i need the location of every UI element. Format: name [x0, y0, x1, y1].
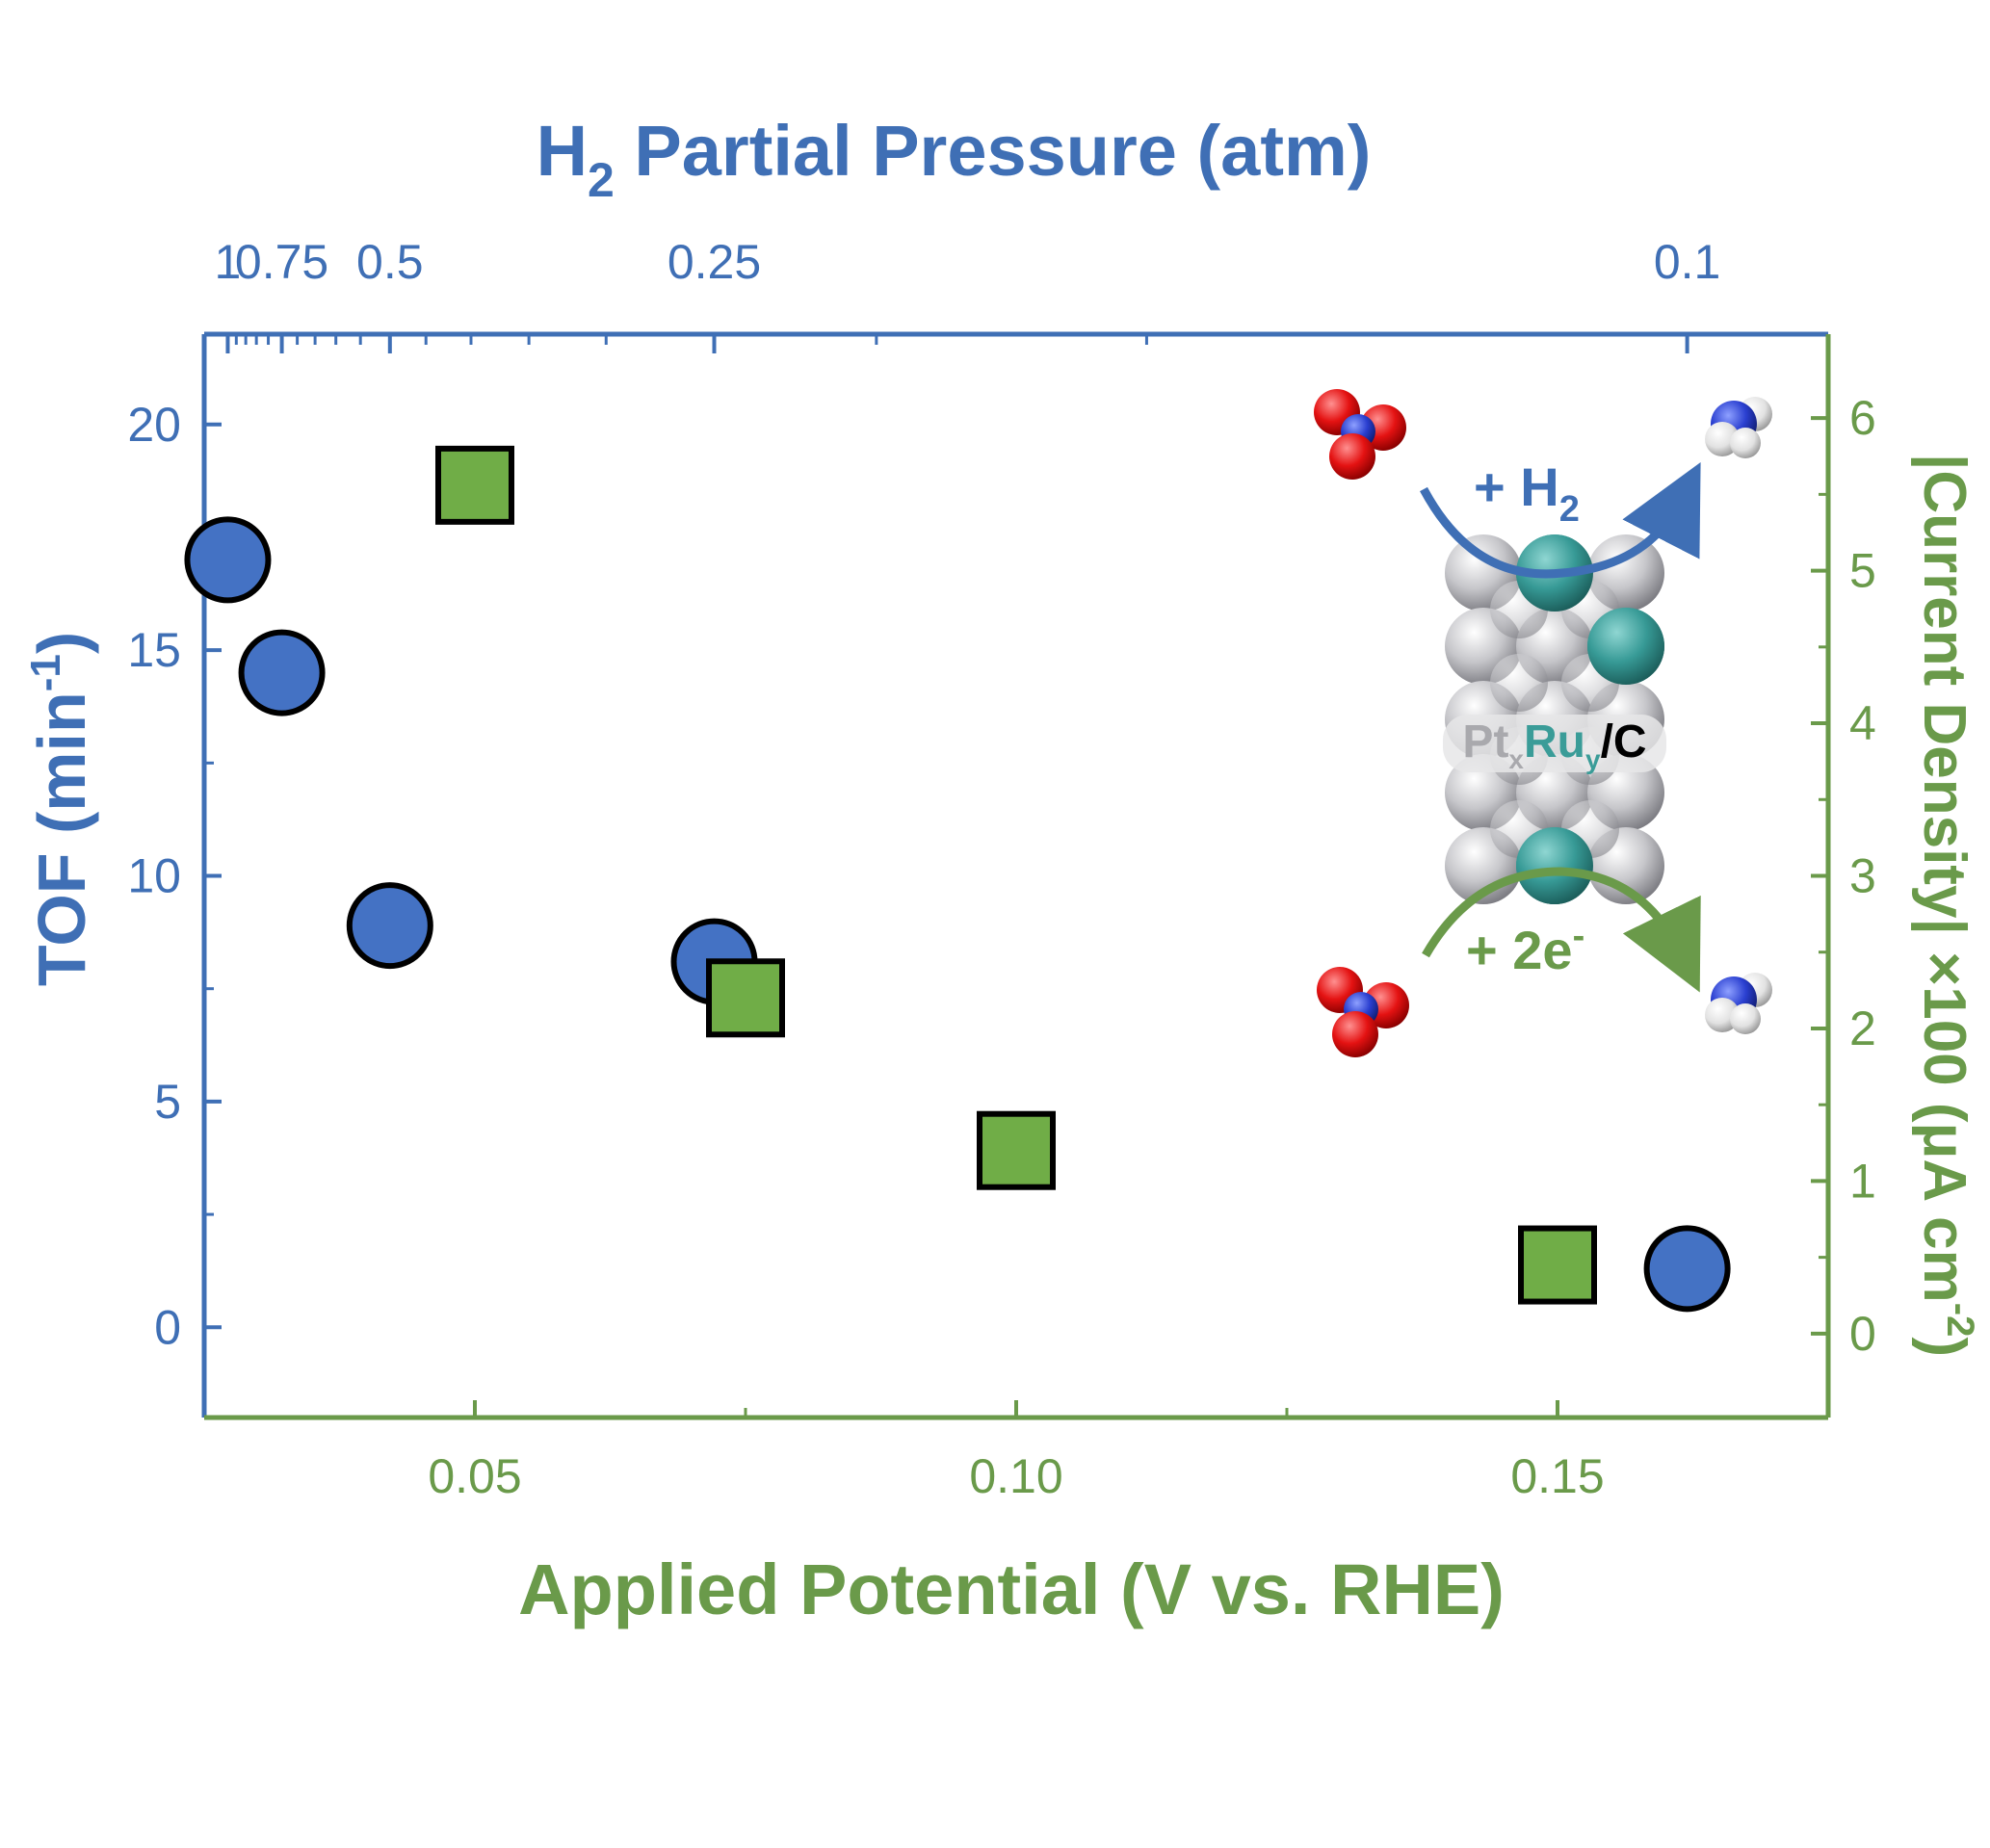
catalyst-label-ru-sub: y	[1585, 744, 1601, 774]
bottom-reaction-label-main: + 2e	[1466, 920, 1573, 980]
right-tick-label: 0	[1849, 1307, 1876, 1361]
current-density-data-point	[1518, 1225, 1597, 1305]
left-tick-label: 10	[127, 849, 181, 903]
left-tick-label: 0	[154, 1300, 181, 1354]
bottom-tick-label: 0.05	[428, 1449, 521, 1503]
top-reaction-label: + H2	[1474, 456, 1580, 530]
catalyst-label-pt-sub: x	[1508, 744, 1524, 774]
tof-data-point	[238, 629, 326, 716]
current-density-data-point	[706, 958, 785, 1038]
ru-atom	[1516, 827, 1593, 904]
top-tick-label: 0.75	[235, 235, 328, 289]
pt-atom	[1490, 654, 1548, 712]
right-axis-title-main: |Current Density| ×100 (μA cm	[1910, 454, 1977, 1303]
catalyst-label-c: /C	[1601, 716, 1647, 768]
top-tick-label: 0.5	[356, 235, 424, 289]
left-axis-title-end: )	[24, 632, 99, 654]
top-axis-title-main: H	[537, 111, 588, 191]
top-reaction-arrow	[1420, 461, 1701, 579]
right-tick-label: 2	[1849, 1002, 1876, 1055]
top-tick-label: 0.25	[668, 235, 761, 289]
left-axis-title-main: TOF (min	[24, 691, 99, 986]
bottom-reaction-arrow	[1422, 867, 1701, 993]
current-density-data-point	[435, 445, 514, 525]
data-markers	[184, 445, 1731, 1313]
right-axis-title: |Current Density| ×100 (μA cm-2)	[1910, 454, 1981, 1357]
top-reaction-label-sub: 2	[1559, 489, 1580, 530]
ptru-atom-column	[1445, 534, 1664, 904]
right-tick-label: 5	[1849, 544, 1876, 598]
bottom-axis-title: Applied Potential (V vs. RHE)	[518, 1549, 1505, 1629]
right-axis-title-sup: -2	[1939, 1303, 1981, 1338]
ammonia-molecule-bottom	[1705, 973, 1772, 1034]
top-reaction-label-main: + H	[1474, 456, 1559, 517]
top-axis-title: H2 Partial Pressure (atm)	[537, 111, 1372, 207]
ru-atom	[1587, 608, 1664, 685]
bottom-tick-label: 0.10	[969, 1449, 1062, 1503]
catalyst-label-ru: Ru	[1524, 716, 1585, 768]
top-axis-title-end: Partial Pressure (atm)	[615, 111, 1372, 191]
catalyst-label: PtxRuy/C	[1462, 716, 1646, 774]
right-tick-label: 3	[1849, 849, 1876, 903]
ammonia-molecule-top	[1705, 397, 1772, 458]
right-axis-title-end: )	[1911, 1337, 1977, 1357]
nitrate-molecule-top	[1314, 389, 1406, 480]
right-tick-label: 6	[1849, 391, 1876, 445]
catalyst-label-band	[1443, 715, 1666, 772]
left-axis-title: TOF (min-1)	[22, 632, 99, 986]
left-axis-title-sup: -1	[22, 654, 69, 691]
tof-data-point	[1643, 1225, 1731, 1313]
right-tick-label: 1	[1849, 1154, 1876, 1208]
bottom-reaction-label: + 2e-	[1466, 916, 1584, 980]
bottom-tick-label: 0.15	[1510, 1449, 1604, 1503]
current-density-data-point	[977, 1110, 1056, 1190]
catalyst-schematic: PtxRuy/C + H2 + 2e-	[1314, 389, 1772, 1057]
left-tick-label: 15	[127, 623, 181, 677]
tof-data-point	[184, 516, 272, 604]
top-axis-title-sub: 2	[588, 153, 615, 207]
left-tick-label: 5	[154, 1075, 181, 1129]
bottom-reaction-label-sup: -	[1573, 916, 1585, 956]
left-tick-label: 20	[127, 398, 181, 452]
right-tick-label: 4	[1849, 696, 1876, 750]
top-tick-label: 0.1	[1654, 235, 1721, 289]
catalyst-label-pt: Pt	[1462, 716, 1508, 768]
tof-data-point	[346, 882, 433, 970]
top-tick-label: 1	[215, 235, 242, 289]
nitrate-molecule-bottom	[1317, 967, 1409, 1057]
